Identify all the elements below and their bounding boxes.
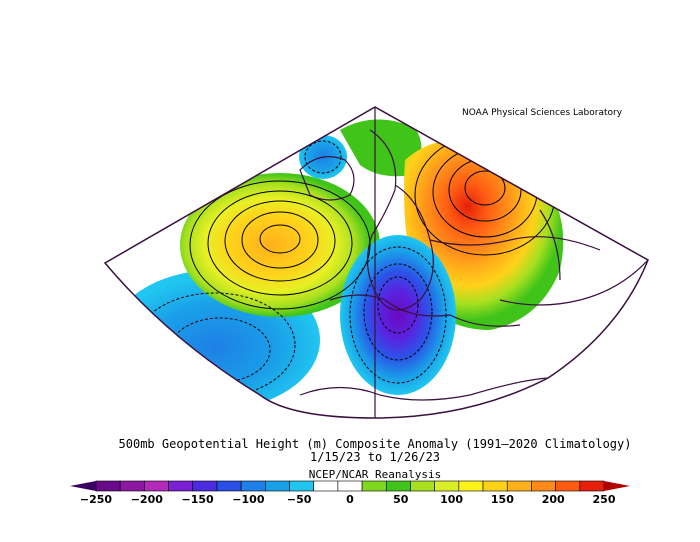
coastlines — [299, 129, 648, 401]
credit-label: NOAA Physical Sciences Laboratory — [462, 108, 623, 118]
colorbar-tick-label: −100 — [232, 493, 265, 506]
colorbar-swatch — [313, 480, 339, 492]
colorbar-swatch — [531, 480, 556, 492]
colorbar-swatch — [458, 480, 484, 492]
date-range: 1/15/23 to 1/26/23 — [309, 450, 441, 464]
colorbar-swatch — [192, 480, 218, 492]
colorbar-tick-label: 100 — [440, 493, 464, 506]
colorbar-max-arrow — [604, 481, 630, 491]
colorbar-swatch — [337, 480, 363, 492]
colorbar-swatch — [555, 480, 581, 492]
colorbar-swatch — [579, 480, 605, 492]
colorbar-tick-label: 0 — [346, 493, 354, 506]
colorbar-tick-label: 200 — [541, 493, 565, 506]
colorbar-swatch — [95, 480, 121, 492]
colorbar-swatch — [385, 480, 411, 492]
data-source: NCEP/NCAR Reanalysis — [308, 468, 442, 481]
colorbar-swatch — [240, 480, 266, 492]
colorbar-tick-label: 50 — [393, 493, 409, 506]
colorbar-swatch — [168, 480, 194, 492]
colorbar-tick-label: −150 — [181, 493, 214, 506]
colorbar-swatch — [410, 480, 435, 492]
colorbar-swatch — [506, 480, 532, 492]
colorbar-swatch — [482, 480, 508, 492]
colorbar-swatch — [144, 480, 169, 492]
colorbar-swatch — [289, 480, 315, 492]
colorbar-min-arrow — [70, 481, 96, 491]
colorbar-swatch — [216, 480, 242, 492]
colorbar-tick-label: 250 — [592, 493, 616, 506]
colorbar-swatch — [434, 480, 460, 492]
colorbar-swatch — [265, 480, 290, 492]
colorbar-tick-label: −200 — [130, 493, 163, 506]
colorbar-tick-label: −250 — [79, 493, 113, 506]
colorbar-tick-label: −50 — [286, 493, 312, 506]
colorbar-swatch — [361, 480, 387, 492]
colorbar-swatch — [119, 480, 145, 492]
colorbar-tick-label: 150 — [490, 493, 514, 506]
map-frame — [103, 106, 649, 419]
map-title: 500mb Geopotential Height (m) Composite … — [118, 437, 632, 451]
